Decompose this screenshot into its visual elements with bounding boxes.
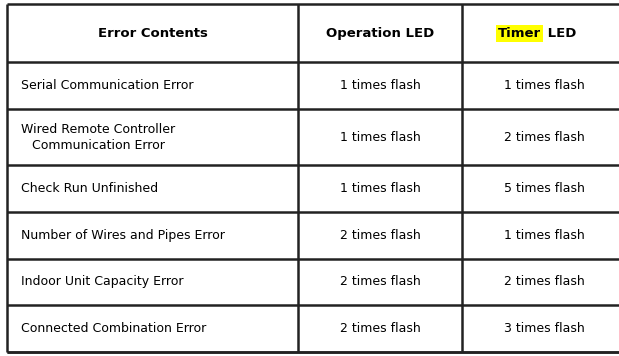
Text: 3 times flash: 3 times flash bbox=[504, 322, 585, 335]
Text: Wired Remote Controller
Communication Error: Wired Remote Controller Communication Er… bbox=[21, 123, 175, 152]
Text: Error Contents: Error Contents bbox=[98, 27, 208, 40]
Text: 1 times flash: 1 times flash bbox=[504, 79, 585, 92]
Text: Operation LED: Operation LED bbox=[326, 27, 435, 40]
Text: 2 times flash: 2 times flash bbox=[340, 322, 421, 335]
Text: 2 times flash: 2 times flash bbox=[340, 275, 421, 288]
Text: 2 times flash: 2 times flash bbox=[504, 131, 585, 143]
Text: Serial Communication Error: Serial Communication Error bbox=[21, 79, 194, 92]
Text: 2 times flash: 2 times flash bbox=[504, 275, 585, 288]
Text: 1 times flash: 1 times flash bbox=[340, 79, 421, 92]
Text: Check Run Unfinished: Check Run Unfinished bbox=[21, 182, 158, 195]
Text: LED: LED bbox=[543, 27, 576, 40]
Text: Timer: Timer bbox=[498, 27, 541, 40]
Text: Indoor Unit Capacity Error: Indoor Unit Capacity Error bbox=[21, 275, 184, 288]
Text: Number of Wires and Pipes Error: Number of Wires and Pipes Error bbox=[21, 229, 225, 242]
Text: 1 times flash: 1 times flash bbox=[504, 229, 585, 242]
Text: 1 times flash: 1 times flash bbox=[340, 182, 421, 195]
Text: 2 times flash: 2 times flash bbox=[340, 229, 421, 242]
Text: 1 times flash: 1 times flash bbox=[340, 131, 421, 143]
Text: 5 times flash: 5 times flash bbox=[504, 182, 585, 195]
Text: Connected Combination Error: Connected Combination Error bbox=[21, 322, 206, 335]
